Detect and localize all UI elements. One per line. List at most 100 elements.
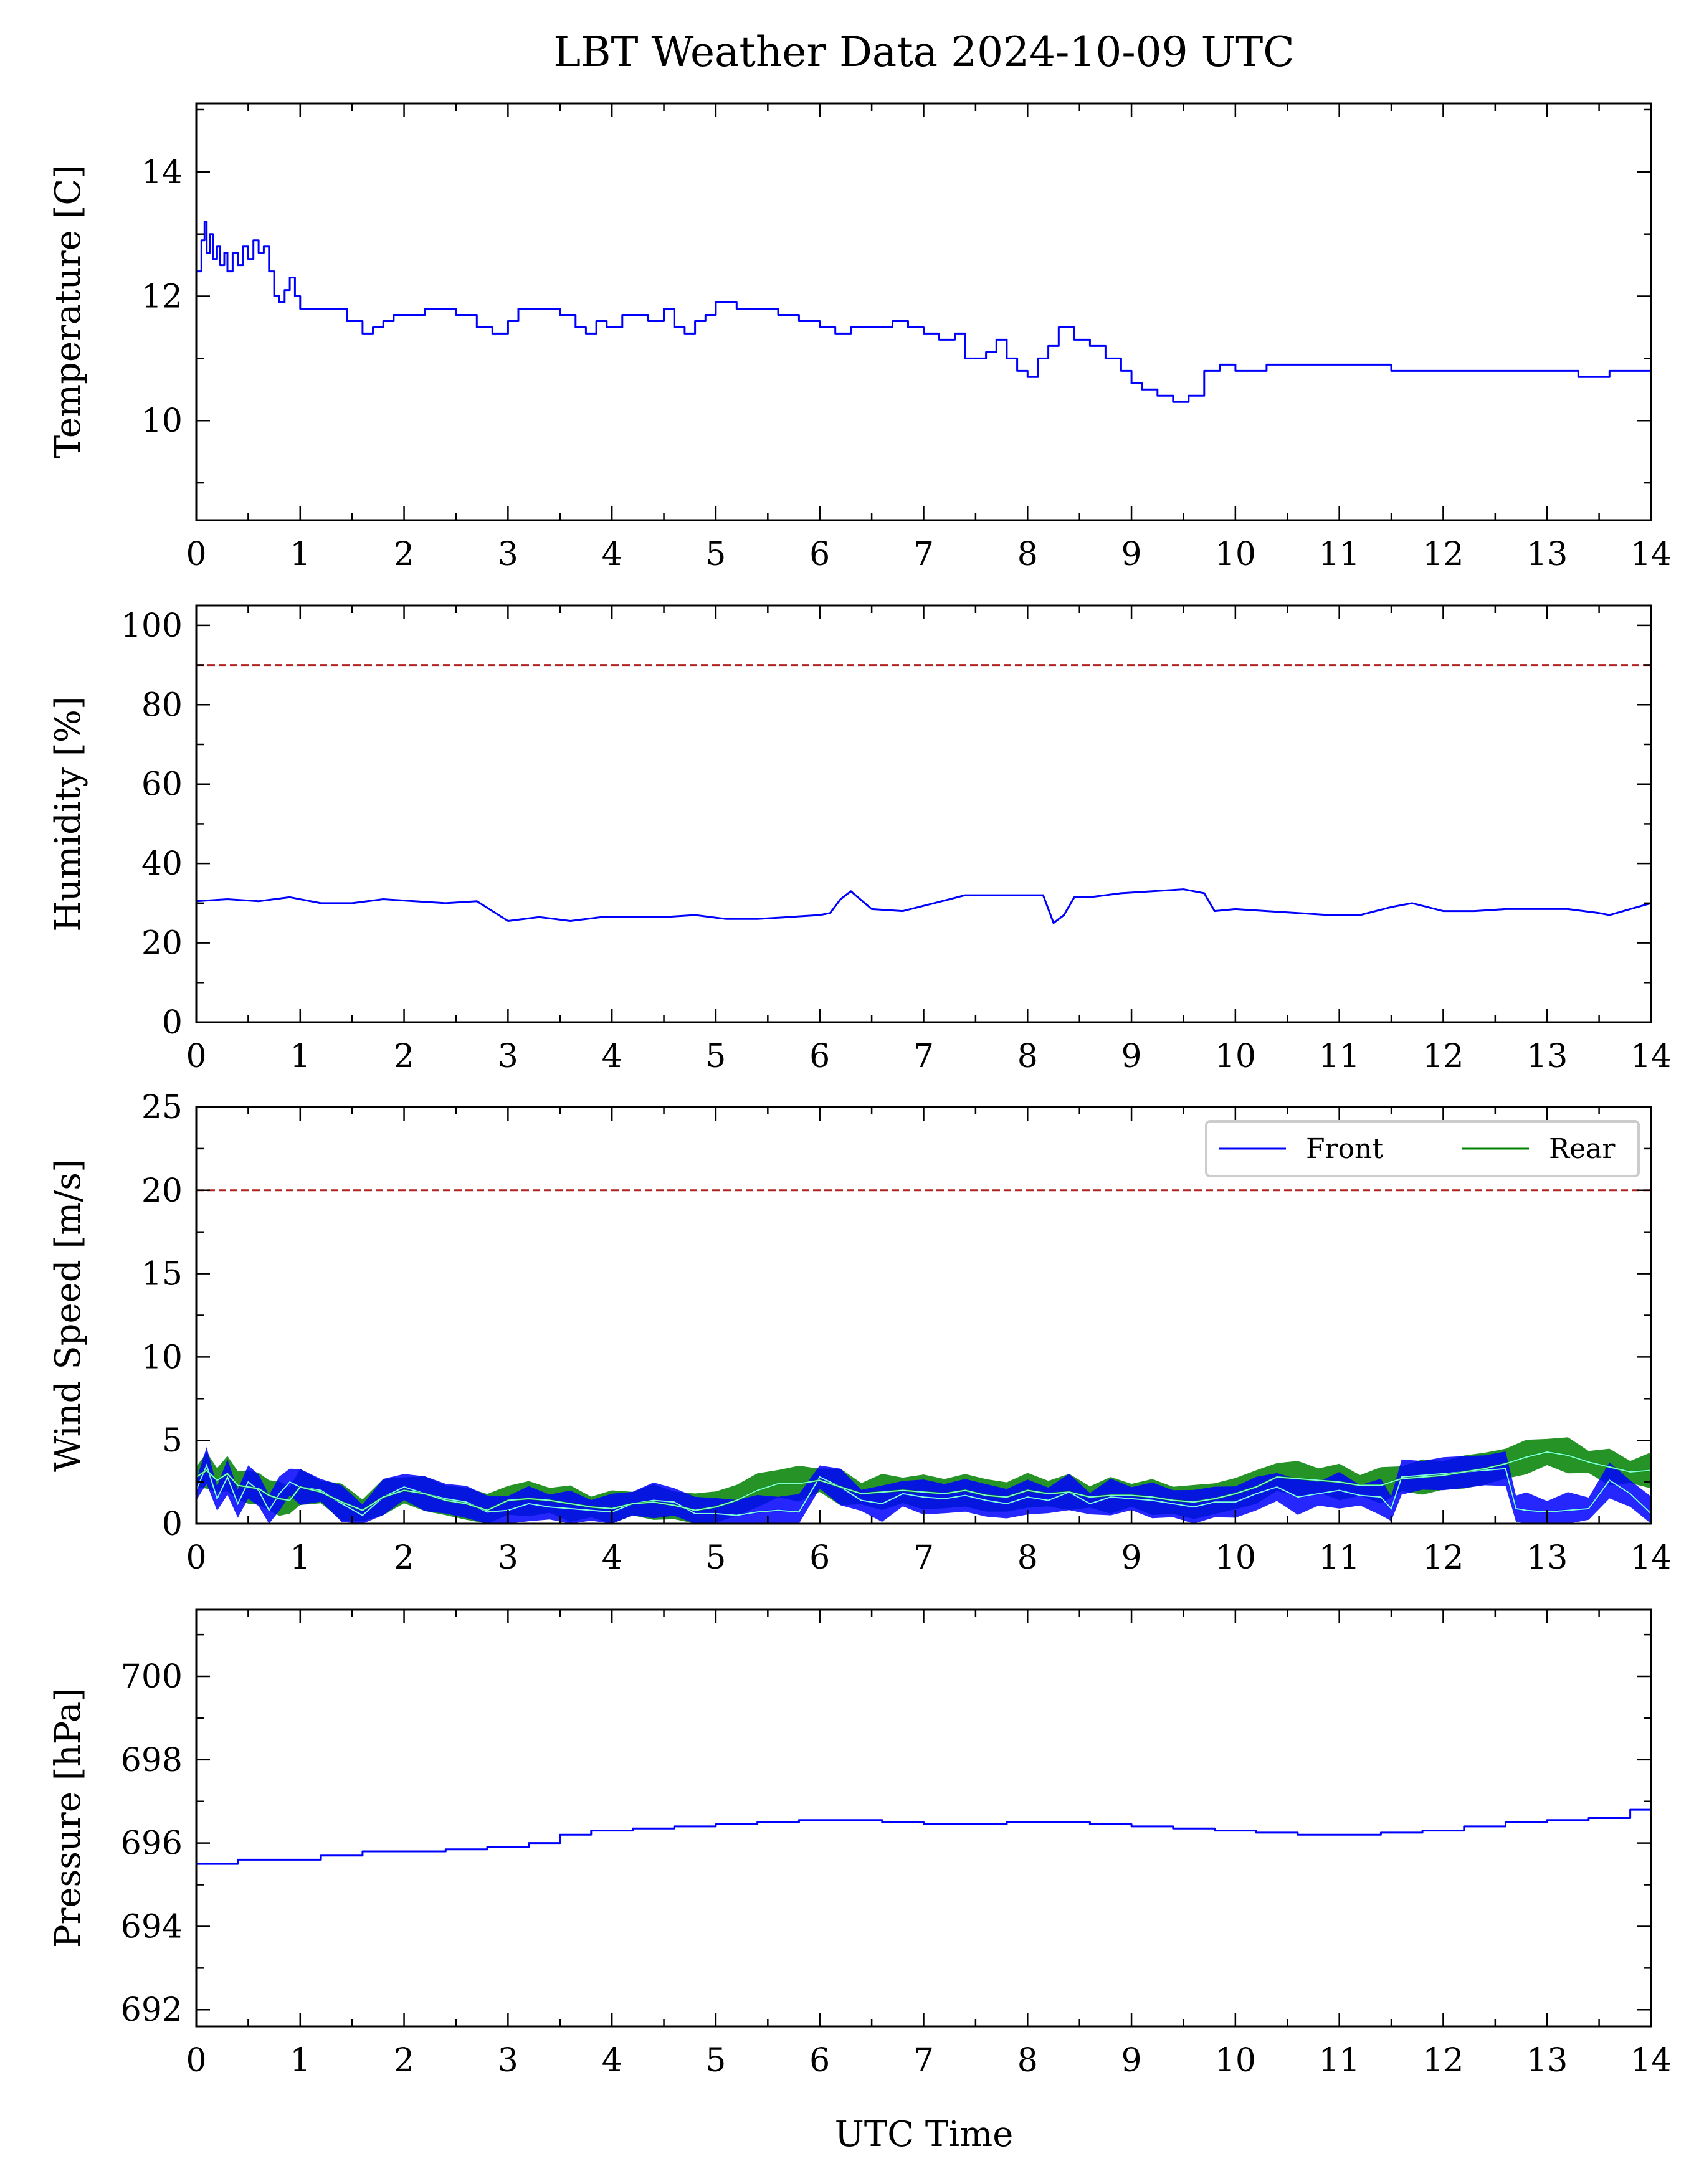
temperature-x-tick-label: 3 <box>498 536 518 573</box>
wind-y-tick-label: 0 <box>162 1506 183 1543</box>
legend-rear-label: Rear <box>1549 1133 1616 1165</box>
humidity-x-tick-label: 5 <box>705 1038 726 1075</box>
pressure-y-tick-label: 700 <box>121 1658 183 1696</box>
temperature-x-tick-label: 0 <box>186 536 206 573</box>
wind-y-tick-label: 20 <box>141 1172 183 1210</box>
pressure-x-tick-label: 1 <box>290 2042 310 2079</box>
pressure-x-tick-label: 3 <box>498 2042 518 2079</box>
temperature-x-tick-label: 11 <box>1319 536 1360 573</box>
wind-x-tick-label: 12 <box>1422 1539 1464 1577</box>
temperature-x-tick-label: 5 <box>705 536 726 573</box>
humidity-x-tick-label: 7 <box>913 1038 934 1075</box>
humidity-x-tick-label: 14 <box>1630 1038 1672 1075</box>
wind-x-tick-label: 8 <box>1017 1539 1038 1577</box>
wind-y-tick-label: 10 <box>141 1339 183 1376</box>
wind-x-tick-label: 1 <box>290 1539 310 1577</box>
humidity-panel: 0 1 2 3 4 5 6 7 8 9 10 11 12 13 14020406080100Humidity… <box>48 604 1672 1075</box>
wind-rear-smooth-line <box>196 1451 1651 1511</box>
temperature-y-axis-label: Temperature [C] <box>48 165 88 458</box>
humidity-x-tick-label: 2 <box>394 1038 414 1075</box>
humidity-x-tick-label: 8 <box>1017 1038 1038 1075</box>
temperature-data <box>196 221 1651 403</box>
wind-x-tick-label: 2 <box>394 1539 414 1577</box>
humidity-x-tick-label: 10 <box>1215 1038 1256 1075</box>
wind-legend: Front Rear <box>1205 1120 1640 1177</box>
pressure-data <box>196 1801 1651 1865</box>
humidity-x-tick-label: 6 <box>809 1038 830 1075</box>
humidity-y-tick-label: 20 <box>141 925 183 962</box>
wind-x-tick-label: 4 <box>602 1539 622 1577</box>
temperature-x-tick-label: 2 <box>394 536 414 573</box>
pressure-x-tick-label: 4 <box>602 2042 622 2079</box>
temperature-y-tick-label: 12 <box>141 278 183 316</box>
pressure-x-tick-label: 0 <box>186 2042 206 2079</box>
figure-title: LBT Weather Data 2024-10-09 UTC <box>553 28 1295 76</box>
temperature-front-line <box>196 221 1651 403</box>
pressure-x-tick-label: 9 <box>1121 2042 1142 2079</box>
humidity-axes-frame <box>195 604 1652 1023</box>
humidity-front-line <box>196 888 1651 924</box>
humidity-y-tick-label: 60 <box>141 766 183 804</box>
wind-y-axis-label: Wind Speed [m/s] <box>48 1159 88 1472</box>
temperature-x-tick-label: 10 <box>1215 536 1256 573</box>
pressure-x-tick-label: 5 <box>705 2042 726 2079</box>
legend-front-label: Front <box>1306 1133 1383 1165</box>
temperature-y-tick-label: 14 <box>141 154 183 191</box>
pressure-x-tick-label: 11 <box>1319 2042 1360 2079</box>
temperature-x-tick-label: 8 <box>1017 536 1038 573</box>
pressure-y-tick-label: 696 <box>121 1825 183 1863</box>
wind-x-tick-label: 10 <box>1215 1539 1256 1577</box>
wind-x-tick-label: 14 <box>1630 1539 1672 1577</box>
humidity-x-tick-label: 0 <box>186 1038 206 1075</box>
wind-x-tick-label: 7 <box>913 1539 934 1577</box>
humidity-data <box>196 888 1651 924</box>
legend-box <box>1205 1120 1640 1177</box>
wind-x-tick-label: 13 <box>1526 1539 1568 1577</box>
humidity-y-tick-label: 40 <box>141 845 183 883</box>
wind-x-tick-label: 3 <box>498 1539 518 1577</box>
wind-x-tick-label: 9 <box>1121 1539 1142 1577</box>
humidity-x-tick-label: 3 <box>498 1038 518 1075</box>
wind-front-band <box>196 1447 1651 1524</box>
pressure-panel: 0 1 2 3 4 5 6 7 8 9 10 11 12 13 14692694696698700Press… <box>48 1608 1672 2079</box>
humidity-y-axis-label: Humidity [%] <box>48 696 88 932</box>
wind-x-tick-label: 5 <box>705 1539 726 1577</box>
wind-data <box>196 1437 1651 1524</box>
pressure-x-tick-label: 2 <box>394 2042 414 2079</box>
temperature-x-tick-label: 7 <box>913 536 934 573</box>
humidity-x-tick-label: 4 <box>602 1038 622 1075</box>
pressure-x-tick-label: 6 <box>809 2042 830 2079</box>
temperature-x-tick-label: 1 <box>290 536 310 573</box>
wind-front-smooth-line <box>196 1463 1651 1516</box>
pressure-x-tick-label: 12 <box>1422 2042 1464 2079</box>
pressure-front-line <box>196 1801 1651 1865</box>
wind-x-tick-label: 6 <box>809 1539 830 1577</box>
x-axis-label: UTC Time <box>835 2114 1014 2155</box>
humidity-x-tick-label: 12 <box>1422 1038 1464 1075</box>
temperature-x-tick-label: 12 <box>1422 536 1464 573</box>
wind-x-tick-label: 11 <box>1319 1539 1360 1577</box>
wind-y-tick-label: 15 <box>141 1256 183 1293</box>
temperature-axes-frame <box>195 102 1652 521</box>
humidity-x-tick-label: 13 <box>1526 1038 1568 1075</box>
temperature-y-tick-label: 10 <box>141 402 183 440</box>
pressure-axes-frame <box>195 1608 1652 2028</box>
pressure-y-tick-label: 692 <box>121 1992 183 2029</box>
humidity-x-tick-label: 9 <box>1121 1038 1142 1075</box>
wind-x-tick-label: 0 <box>186 1539 206 1577</box>
humidity-y-tick-label: 0 <box>162 1004 183 1042</box>
temperature-x-tick-label: 13 <box>1526 536 1568 573</box>
temperature-x-tick-label: 4 <box>602 536 622 573</box>
humidity-y-tick-label: 100 <box>121 607 183 645</box>
wind-y-tick-label: 25 <box>141 1089 183 1126</box>
pressure-y-axis-label: Pressure [hPa] <box>48 1688 88 1948</box>
wind-y-tick-label: 5 <box>162 1422 183 1460</box>
pressure-x-tick-label: 7 <box>913 2042 934 2079</box>
pressure-x-tick-label: 8 <box>1017 2042 1038 2079</box>
humidity-x-tick-label: 11 <box>1319 1038 1360 1075</box>
pressure-x-tick-label: 13 <box>1526 2042 1568 2079</box>
pressure-y-tick-label: 694 <box>121 1908 183 1945</box>
pressure-x-tick-label: 10 <box>1215 2042 1256 2079</box>
